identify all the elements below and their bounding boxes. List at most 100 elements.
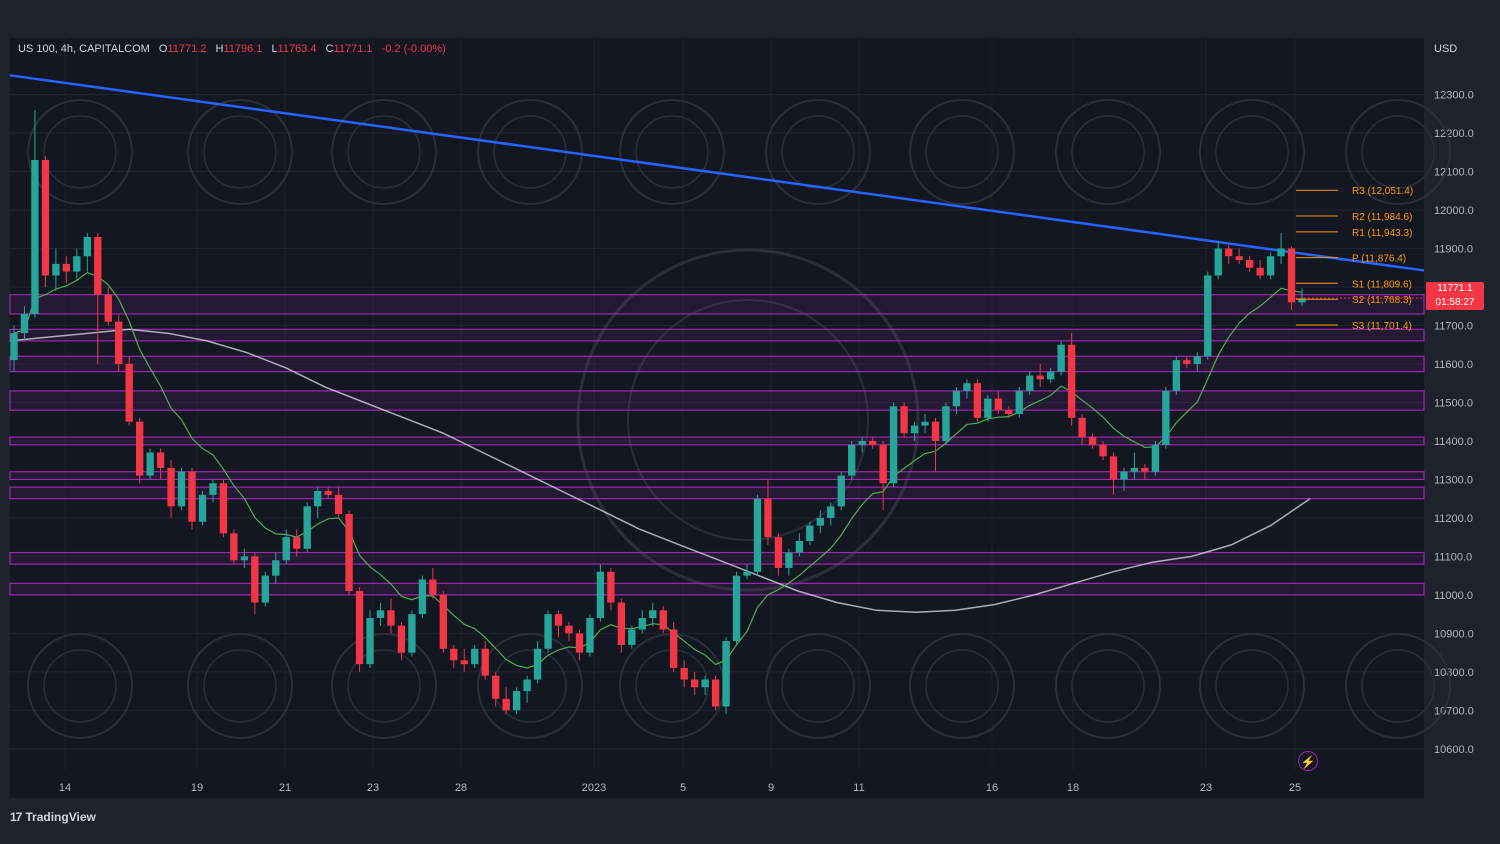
candle-body xyxy=(1266,256,1275,276)
candle-body xyxy=(889,406,898,484)
close-value: 11771.1 xyxy=(333,43,373,55)
candle-body xyxy=(1109,456,1118,480)
x-tick-label: 23 xyxy=(1200,782,1212,794)
candle-body xyxy=(125,363,133,422)
candle-body xyxy=(869,440,877,445)
watermark-seal-icon xyxy=(203,115,277,189)
candle-body xyxy=(376,610,385,618)
candle-body xyxy=(795,541,804,553)
candle-body xyxy=(1277,248,1285,257)
currency-label[interactable]: USD xyxy=(1434,43,1458,55)
candle-body xyxy=(586,617,594,653)
candle-body xyxy=(670,629,678,669)
watermark-seal-icon xyxy=(203,649,277,723)
watermark-seal-icon xyxy=(1199,99,1305,205)
ma-slow-line xyxy=(9,328,1311,613)
watermark-seal-icon xyxy=(187,633,293,739)
candle-body xyxy=(848,444,856,476)
candle-body xyxy=(20,313,29,334)
pivot-label: R1 (11,943.3) xyxy=(1352,228,1412,239)
watermark-seal-icon xyxy=(635,115,709,189)
y-tick-label: 11900.0 xyxy=(1434,244,1473,256)
trendline xyxy=(9,74,1425,272)
y-tick-label: 11400.0 xyxy=(1434,436,1473,448)
candle-body xyxy=(952,390,961,407)
watermark-seal-icon xyxy=(1071,649,1145,723)
candle-body xyxy=(397,625,406,653)
watermark-seal-icon xyxy=(1055,99,1161,205)
watermark-seal-icon xyxy=(619,99,725,205)
watermark-seal-icon xyxy=(347,115,421,189)
candle-body xyxy=(596,571,605,618)
candle-body xyxy=(565,625,573,634)
symbol-header: US 100, 4h, CAPITALCOM O11771.2 H11796.1… xyxy=(18,43,446,55)
candle-body xyxy=(1130,467,1139,472)
candle-body xyxy=(230,533,238,561)
x-tick-label: 23 xyxy=(367,782,379,794)
low-value: 11763.4 xyxy=(277,43,317,55)
high-label: H xyxy=(215,43,224,55)
candle-body xyxy=(785,552,793,568)
candle-body xyxy=(827,506,835,518)
high-value: 11796.1 xyxy=(223,43,263,55)
tradingview-brand[interactable]: 17 TradingView xyxy=(10,810,96,824)
candle-body xyxy=(942,406,950,441)
candle-body xyxy=(512,691,521,711)
last-price-value: 11771.1 xyxy=(1437,283,1473,294)
candle-body xyxy=(41,159,50,276)
candle-body xyxy=(607,571,615,603)
candle-body xyxy=(209,483,217,495)
pivot-label: P (11,876.4) xyxy=(1352,254,1406,265)
candle-body xyxy=(753,498,762,572)
x-tick-label: 11 xyxy=(853,782,864,794)
watermark-seal-icon xyxy=(909,99,1015,205)
candle-body xyxy=(62,263,71,272)
candle-body xyxy=(429,579,437,595)
candle-body xyxy=(879,444,887,484)
center-watermark-seal-icon xyxy=(576,248,920,592)
y-tick-label: 10700.0 xyxy=(1434,705,1474,717)
x-tick-label: 28 xyxy=(455,782,467,794)
x-tick-label: 5 xyxy=(680,782,686,794)
center-watermark-seal-icon xyxy=(627,299,869,541)
watermark-seal-icon xyxy=(477,633,583,739)
candle-body xyxy=(711,679,720,707)
candle-body xyxy=(1067,344,1076,418)
candle-body xyxy=(94,236,102,295)
candle-body xyxy=(188,471,196,522)
candle-body xyxy=(167,467,175,507)
candle-body xyxy=(533,648,542,680)
candle-body xyxy=(690,679,699,688)
candle-body xyxy=(1141,467,1149,472)
x-tick-label: 9 xyxy=(768,782,774,794)
tradingview-logo-icon: 17 xyxy=(10,810,22,824)
candle-body xyxy=(1099,444,1107,457)
y-tick-label: 12200.0 xyxy=(1434,128,1474,140)
watermark-seal-icon xyxy=(1199,633,1305,739)
watermark-seal-icon xyxy=(765,99,871,205)
candle-body xyxy=(83,236,91,257)
candle-body xyxy=(900,406,908,434)
watermark-seal-icon xyxy=(925,649,999,723)
candle-body xyxy=(659,610,667,630)
candle-body xyxy=(156,452,165,468)
y-tick-label: 11200.0 xyxy=(1434,513,1473,525)
candle-body xyxy=(984,398,992,418)
candle-body xyxy=(272,560,280,576)
candle-body xyxy=(314,490,322,507)
pivot-label: R2 (11,984.6) xyxy=(1352,212,1412,223)
candle-body xyxy=(649,610,657,618)
candle-body xyxy=(355,591,364,665)
candle-body xyxy=(973,383,982,418)
symbol-name[interactable]: US 100, 4h, CAPITALCOM xyxy=(18,43,150,55)
candle-body xyxy=(1225,248,1233,257)
lightning-icon[interactable]: ⚡ xyxy=(1298,751,1318,771)
watermark-seal-icon xyxy=(1345,99,1451,205)
candle-body xyxy=(544,614,552,649)
last-price-tag: 11771.1 01:58:27 xyxy=(1426,282,1484,310)
candle-body xyxy=(366,617,374,665)
close-label: C xyxy=(325,43,334,55)
watermark-seal-icon xyxy=(27,633,133,739)
y-tick-label: 11500.0 xyxy=(1434,397,1473,409)
